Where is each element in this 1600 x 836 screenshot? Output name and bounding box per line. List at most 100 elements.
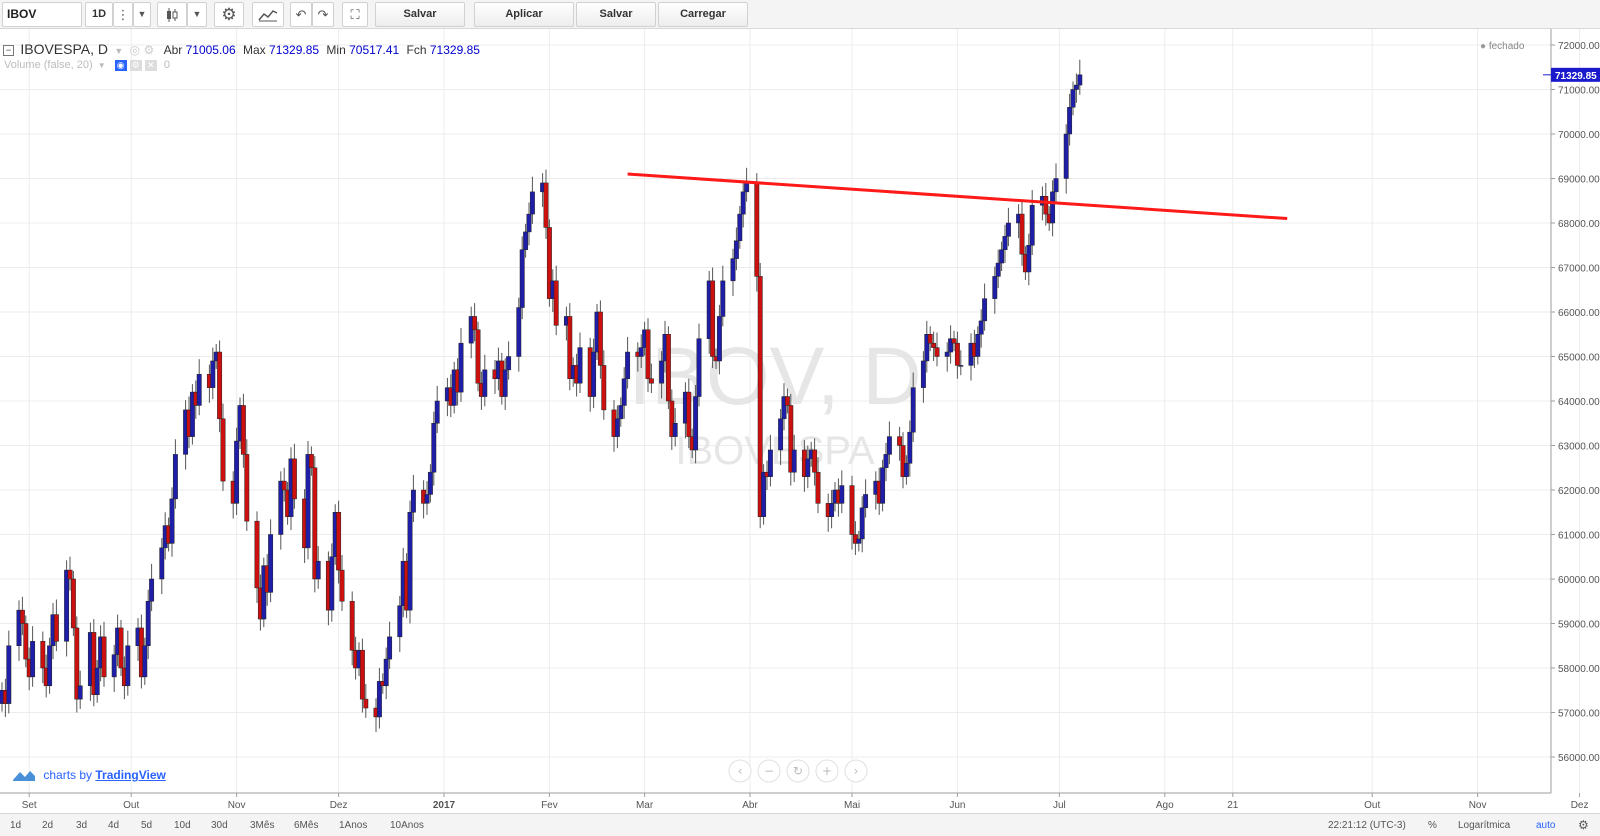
tradingview-branding[interactable]: charts by TradingView: [12, 768, 166, 782]
timeframe-button[interactable]: 1d: [10, 820, 22, 831]
collapse-icon[interactable]: −: [3, 45, 14, 56]
candle: [546, 219, 552, 307]
auto-scale-toggle[interactable]: auto: [1536, 820, 1556, 831]
candle-body: [567, 316, 573, 380]
candle: [189, 384, 195, 445]
candle: [778, 409, 784, 466]
save-chart-button[interactable]: Salvar Chart: [576, 2, 656, 43]
x-tick-label: Jun: [949, 800, 965, 811]
candle-body: [740, 191, 746, 215]
zoom-out-button[interactable]: −: [757, 759, 781, 783]
candle-body: [397, 605, 403, 638]
candle: [47, 637, 53, 694]
candle-body: [784, 396, 790, 406]
candle-body: [1043, 196, 1049, 215]
candle: [767, 434, 773, 487]
candle: [553, 265, 559, 336]
undo-button[interactable]: ↶: [290, 2, 312, 27]
chart-style-button[interactable]: [157, 2, 187, 27]
interval-select[interactable]: 1D: [85, 2, 113, 27]
candle-body: [737, 213, 743, 242]
candle-body: [339, 569, 345, 602]
volume-close-icon[interactable]: ✕: [144, 60, 157, 71]
candle: [992, 266, 998, 314]
candle-body: [856, 538, 862, 544]
trendline-layer: [627, 172, 1288, 221]
reset-zoom-button[interactable]: ↻: [786, 759, 810, 783]
timeframe-button[interactable]: 30d: [211, 820, 228, 831]
candle: [16, 600, 22, 661]
settings-button[interactable]: ⚙: [214, 2, 244, 27]
candle-body: [880, 467, 886, 504]
volume-settings-icon[interactable]: ⚙: [129, 60, 142, 71]
candle: [924, 320, 930, 373]
candle: [978, 309, 984, 348]
price-chart[interactable]: IBOV, D IBOVESPA 56000.00 57000.00 58000.0…: [0, 29, 1600, 813]
fullscreen-button[interactable]: ⛶: [342, 2, 368, 27]
series-menu-icon[interactable]: ▼: [114, 46, 124, 56]
candle-body: [101, 636, 107, 678]
symbol-input[interactable]: IBOV: [2, 2, 82, 27]
candle: [1063, 124, 1069, 194]
candle: [159, 538, 165, 595]
zoom-in-button[interactable]: +: [815, 759, 839, 783]
timeframe-button[interactable]: 5d: [141, 820, 153, 831]
candle-body: [523, 231, 529, 250]
chart-style-dropdown[interactable]: ▼: [187, 2, 207, 27]
candle: [305, 441, 311, 560]
timeframe-button[interactable]: 6Mês: [294, 820, 319, 831]
candle-body: [948, 338, 954, 353]
candle: [757, 263, 763, 529]
candle: [665, 326, 671, 410]
volume-menu-icon[interactable]: ▼: [97, 61, 106, 70]
settings-mini-icon[interactable]: ⚙: [143, 43, 155, 57]
volume-eye-icon[interactable]: ◉: [114, 60, 127, 71]
candle-body: [999, 249, 1005, 264]
timeframe-button[interactable]: 10Anos: [390, 820, 424, 831]
gear-icon[interactable]: ⚙: [1578, 818, 1589, 832]
timeframe-button[interactable]: 10d: [174, 820, 191, 831]
candle: [897, 426, 903, 461]
indicators-button[interactable]: [252, 2, 284, 27]
candle: [614, 405, 620, 449]
candle: [815, 457, 821, 514]
candle: [53, 599, 59, 652]
timeframe-button[interactable]: 3d: [76, 820, 88, 831]
candle-body: [788, 405, 794, 473]
x-tick-label: Dez: [330, 800, 348, 811]
candle: [761, 464, 767, 525]
percent-toggle[interactable]: %: [1428, 820, 1437, 831]
timeframe-button[interactable]: 3Mês: [250, 820, 275, 831]
y-tick-label: 71000.00: [1558, 86, 1600, 97]
svg-text:↻: ↻: [793, 764, 803, 778]
log-scale-toggle[interactable]: Logarítmica: [1458, 820, 1511, 831]
candle-body: [886, 436, 892, 455]
candle: [502, 358, 508, 410]
scroll-right-button[interactable]: ›: [844, 759, 868, 783]
interval-menu-button[interactable]: ⋮: [113, 2, 133, 27]
timeframe-button[interactable]: 1Anos: [339, 820, 368, 831]
candle-body: [407, 512, 413, 611]
candle: [788, 393, 794, 486]
apply-template-button[interactable]: Aplicar Template: [474, 2, 574, 43]
candle: [710, 267, 716, 369]
candle-body: [849, 485, 855, 535]
timeframe-button[interactable]: 2d: [42, 820, 54, 831]
candle-body: [64, 569, 70, 642]
eye-icon[interactable]: ◎: [129, 43, 141, 57]
scroll-left-button[interactable]: ‹: [728, 759, 752, 783]
candle-body: [217, 351, 223, 420]
load-chart-button[interactable]: Carregar Chart: [658, 2, 748, 43]
interval-dropdown-button[interactable]: ▼: [133, 2, 151, 27]
branding-link[interactable]: TradingView: [95, 768, 166, 782]
x-tick-label: 2017: [433, 800, 456, 811]
candle: [244, 439, 250, 531]
last-price-label: 71329.85: [1555, 71, 1597, 82]
candle-body: [978, 320, 984, 335]
redo-button[interactable]: ↷: [312, 2, 334, 27]
candle-body: [883, 454, 889, 468]
close-label: Fch: [406, 43, 427, 57]
resistance-trendline[interactable]: [627, 172, 1288, 221]
timeframe-button[interactable]: 4d: [108, 820, 120, 831]
save-template-button[interactable]: Salvar Template: [375, 2, 465, 43]
